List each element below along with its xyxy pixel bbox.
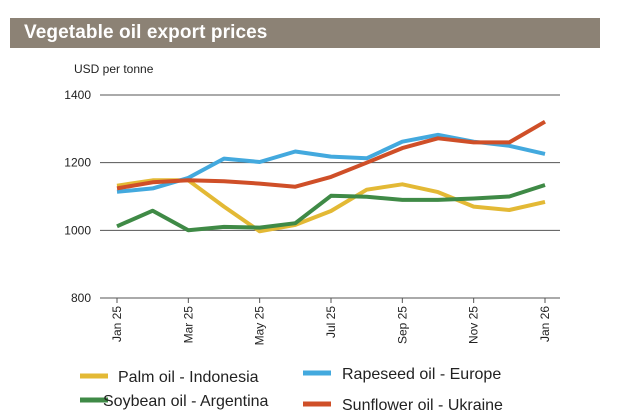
x-tick-label: Sep 25: [395, 306, 409, 344]
x-tick-label: Mar 25: [181, 306, 195, 344]
legend-item: Palm oil - Indonesia: [80, 369, 259, 386]
legend-label: Sunflower oil - Ukraine: [342, 397, 503, 414]
y-axis-unit-label: USD per tonne: [74, 62, 154, 76]
x-tick-label: Jan 25: [110, 306, 124, 342]
series-lines: [116, 119, 547, 234]
legend-label: Soybean oil - Argentina: [103, 393, 269, 410]
x-tick-label: May 25: [253, 306, 267, 346]
series-line-sunflower-oil-ukraine: [116, 119, 547, 191]
y-tick-label: 1000: [64, 223, 91, 237]
legend: Palm oil - Indonesia Rapeseed oil - Europ…: [80, 366, 503, 414]
x-tick-label: Jan 26: [538, 306, 552, 342]
y-tick-labels: 800 1000 1200 1400: [64, 88, 91, 305]
y-tick-label: 1200: [64, 156, 91, 170]
grid-lines: [100, 94, 560, 299]
legend-item: Rapeseed oil - Europe: [303, 366, 501, 383]
x-tick-label: Jul 25: [324, 306, 338, 338]
y-tick-label: 1400: [64, 88, 91, 102]
series-line-palm-oil-indonesia: [116, 178, 546, 234]
x-tick-label: Nov 25: [467, 306, 481, 344]
x-tick-labels: Jan 25 Mar 25 May 25 Jul 25 Sep 25 Nov 25 Jan …: [110, 298, 552, 345]
legend-item: Soybean oil - Argentina: [80, 393, 269, 410]
legend-label: Palm oil - Indonesia: [118, 369, 259, 386]
chart-title: Vegetable oil export prices: [24, 22, 268, 43]
title-bar: Vegetable oil export prices: [10, 18, 600, 48]
legend-label: Rapeseed oil - Europe: [342, 366, 501, 383]
y-tick-label: 800: [71, 291, 91, 305]
series-line-soybean-oil-argentina: [116, 183, 546, 233]
legend-item: Sunflower oil - Ukraine: [303, 397, 503, 414]
